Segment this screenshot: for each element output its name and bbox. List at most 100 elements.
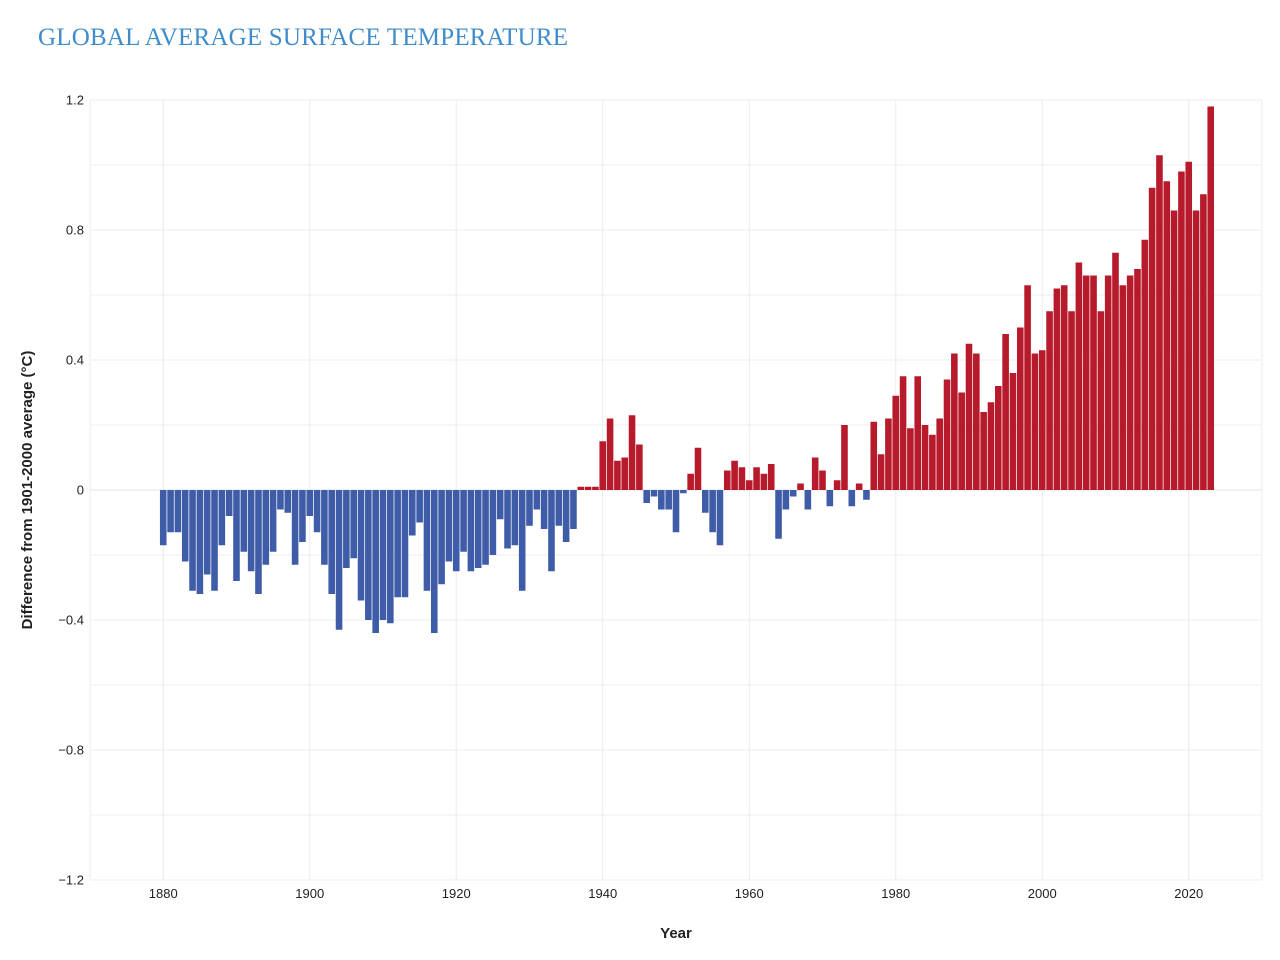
- bar-1996[interactable]: [1009, 373, 1017, 490]
- bar-1906[interactable]: [350, 490, 357, 559]
- bar-1914[interactable]: [409, 490, 416, 536]
- bar-2019[interactable]: [1178, 171, 1185, 491]
- bar-1978[interactable]: [877, 454, 885, 490]
- bar-1946[interactable]: [643, 490, 650, 503]
- bar-1921[interactable]: [460, 490, 467, 552]
- bar-1903[interactable]: [328, 490, 336, 594]
- bar-1943[interactable]: [621, 457, 629, 491]
- bar-1962[interactable]: [760, 473, 768, 490]
- bar-1898[interactable]: [291, 490, 299, 565]
- bar-1896[interactable]: [277, 490, 284, 510]
- bar-1949[interactable]: [665, 490, 672, 510]
- bar-1945[interactable]: [636, 444, 643, 491]
- bar-1909[interactable]: [372, 490, 379, 633]
- bar-1933[interactable]: [548, 490, 555, 572]
- bar-1915[interactable]: [416, 490, 423, 523]
- bar-1939[interactable]: [592, 486, 599, 490]
- bar-1986[interactable]: [936, 418, 943, 491]
- bar-1967[interactable]: [797, 483, 804, 491]
- bar-1922[interactable]: [467, 490, 475, 572]
- bar-1982[interactable]: [907, 428, 914, 490]
- bar-1880[interactable]: [159, 490, 167, 546]
- bar-1973[interactable]: [841, 425, 848, 490]
- bar-1908[interactable]: [365, 490, 372, 620]
- bar-1893[interactable]: [255, 490, 262, 594]
- bar-1980[interactable]: [892, 395, 900, 490]
- bar-1923[interactable]: [474, 490, 482, 568]
- bar-1924[interactable]: [482, 490, 489, 565]
- bar-1966[interactable]: [789, 490, 797, 497]
- bar-1930[interactable]: [526, 490, 533, 526]
- bar-1884[interactable]: [189, 490, 196, 591]
- bar-1972[interactable]: [833, 480, 841, 490]
- bar-1997[interactable]: [1016, 327, 1024, 491]
- bar-1913[interactable]: [401, 490, 409, 598]
- bar-1894[interactable]: [262, 490, 270, 565]
- bar-1934[interactable]: [555, 490, 563, 526]
- bar-1881[interactable]: [167, 490, 174, 533]
- bar-1975[interactable]: [855, 483, 863, 491]
- bar-1928[interactable]: [511, 490, 519, 546]
- bar-1974[interactable]: [848, 490, 856, 507]
- bar-1969[interactable]: [811, 457, 819, 491]
- bar-1889[interactable]: [225, 490, 233, 516]
- bar-1887[interactable]: [211, 490, 218, 591]
- bar-1988[interactable]: [951, 353, 958, 491]
- bar-2002[interactable]: [1053, 288, 1061, 491]
- bar-1929[interactable]: [518, 490, 526, 591]
- bar-1941[interactable]: [606, 418, 614, 491]
- bar-1992[interactable]: [980, 412, 987, 490]
- bar-2001[interactable]: [1046, 311, 1053, 490]
- bar-1904[interactable]: [335, 490, 343, 630]
- bar-1965[interactable]: [782, 490, 790, 510]
- bar-1931[interactable]: [533, 490, 541, 510]
- bar-1902[interactable]: [321, 490, 328, 565]
- bar-1882[interactable]: [174, 490, 182, 533]
- bar-1987[interactable]: [943, 379, 951, 491]
- bar-1955[interactable]: [709, 490, 716, 533]
- bar-1938[interactable]: [584, 486, 592, 490]
- bar-1963[interactable]: [767, 464, 775, 490]
- bar-1958[interactable]: [731, 460, 738, 490]
- bar-2006[interactable]: [1082, 275, 1090, 491]
- bar-1940[interactable]: [599, 441, 607, 490]
- bar-1895[interactable]: [269, 490, 277, 552]
- bar-1970[interactable]: [819, 470, 826, 491]
- bar-1905[interactable]: [343, 490, 350, 568]
- bar-1892[interactable]: [247, 490, 255, 572]
- bar-1948[interactable]: [658, 490, 665, 510]
- bar-1993[interactable]: [987, 402, 995, 490]
- bar-2015[interactable]: [1148, 187, 1156, 490]
- bar-2000[interactable]: [1038, 350, 1046, 490]
- bar-1900[interactable]: [306, 490, 314, 516]
- bar-1919[interactable]: [445, 490, 453, 562]
- bar-1985[interactable]: [929, 434, 936, 490]
- bar-1953[interactable]: [694, 447, 702, 490]
- bar-1912[interactable]: [394, 490, 401, 598]
- bar-1883[interactable]: [181, 490, 189, 562]
- bar-2023[interactable]: [1207, 106, 1215, 491]
- bar-1886[interactable]: [203, 490, 211, 575]
- bar-1944[interactable]: [628, 415, 636, 490]
- bar-1977[interactable]: [870, 421, 878, 490]
- bar-1917[interactable]: [430, 490, 438, 633]
- bar-1926[interactable]: [496, 490, 504, 520]
- bar-1991[interactable]: [973, 353, 980, 491]
- bar-1984[interactable]: [921, 425, 929, 490]
- bar-1897[interactable]: [284, 490, 292, 513]
- bar-1994[interactable]: [995, 386, 1002, 490]
- bar-1960[interactable]: [745, 480, 753, 490]
- bar-1959[interactable]: [738, 467, 746, 490]
- bar-1999[interactable]: [1031, 353, 1039, 491]
- bar-1932[interactable]: [540, 490, 548, 529]
- bar-1916[interactable]: [423, 490, 431, 591]
- bar-1971[interactable]: [826, 490, 834, 507]
- bar-2012[interactable]: [1126, 275, 1134, 491]
- bar-2013[interactable]: [1134, 269, 1141, 490]
- bar-2007[interactable]: [1090, 275, 1097, 491]
- bar-1927[interactable]: [504, 490, 511, 549]
- bar-2018[interactable]: [1170, 210, 1178, 491]
- bar-1899[interactable]: [299, 490, 306, 542]
- bar-2016[interactable]: [1156, 155, 1163, 490]
- bar-2020[interactable]: [1185, 161, 1193, 490]
